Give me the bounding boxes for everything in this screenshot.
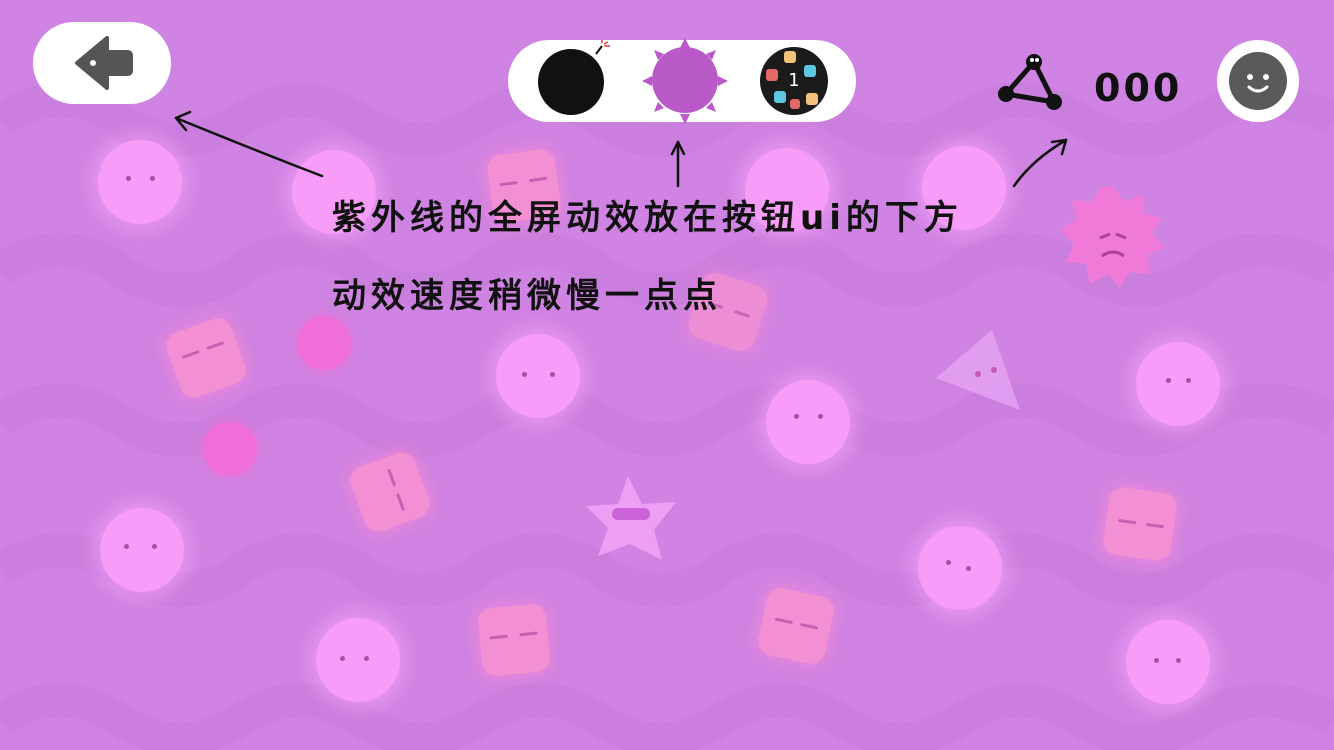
triangle-molecule-icon xyxy=(998,54,1062,110)
pattern-count: 1 xyxy=(788,70,800,91)
black-bomb-option[interactable] xyxy=(538,49,604,115)
glow-creature xyxy=(922,146,1006,230)
color-selector-bar: 1 xyxy=(508,38,856,124)
smiley-face-icon xyxy=(1229,52,1287,110)
glow-creature xyxy=(1136,342,1220,426)
pattern-tiles-icon xyxy=(766,51,818,109)
dot-creature xyxy=(203,422,257,476)
dot-creature xyxy=(297,316,351,370)
score-counter: 000 xyxy=(1094,66,1183,110)
glow-creature xyxy=(745,148,829,232)
glow-creature xyxy=(100,508,184,592)
spiky-creature xyxy=(1060,186,1166,288)
square-creature xyxy=(1101,485,1179,563)
square-creature xyxy=(755,585,837,667)
glow-creature xyxy=(918,526,1002,610)
glow-creature xyxy=(496,334,580,418)
annotation-line-2: 动效速度稍微慢一点点 xyxy=(332,276,722,316)
glow-creature xyxy=(98,140,182,224)
glow-creature xyxy=(316,618,400,702)
back-button[interactable] xyxy=(33,22,171,104)
bomb-icon xyxy=(595,40,610,55)
purple-color-option[interactable] xyxy=(652,47,718,113)
avatar-button[interactable] xyxy=(1217,40,1299,122)
glow-creature xyxy=(766,380,850,464)
triangle-creature xyxy=(936,330,1020,410)
glow-creature xyxy=(1126,620,1210,704)
pattern-option[interactable]: 1 xyxy=(760,47,828,115)
square-creature xyxy=(476,602,552,678)
annotation-line-1: 紫外线的全屏动效放在按钮ui的下方 xyxy=(332,198,963,238)
selected-color-spikes xyxy=(642,38,728,124)
arrow-left-icon xyxy=(75,36,133,90)
star-creature xyxy=(586,476,676,560)
